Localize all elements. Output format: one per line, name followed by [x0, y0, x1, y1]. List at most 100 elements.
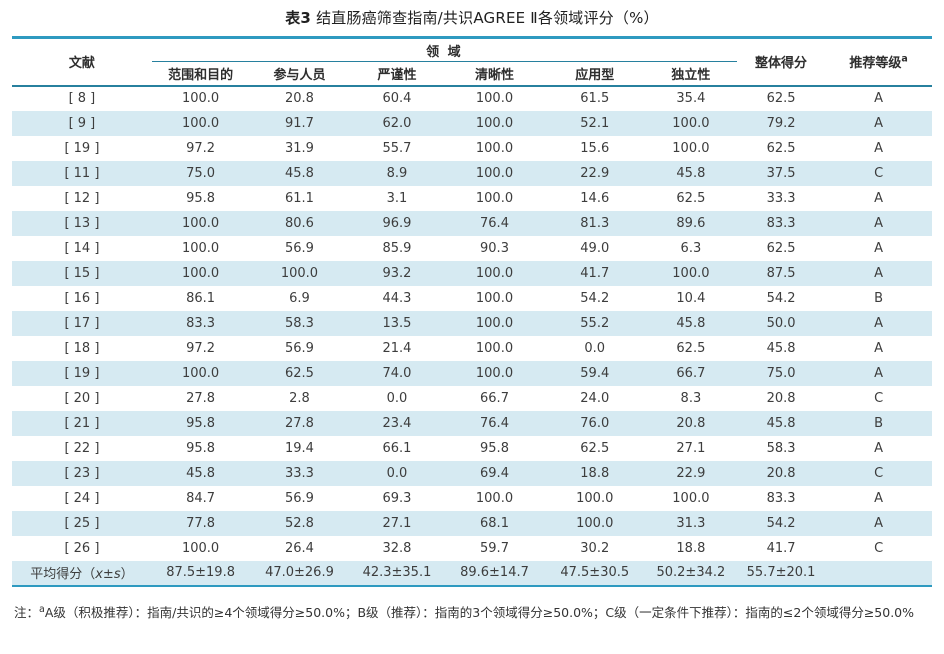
grade-cell: C	[874, 465, 884, 481]
grade-cell: A	[874, 440, 884, 456]
table-row: [ 13 ] 100.0 80.6 96.9 76.4 81.3 89.6 83.3 A	[12, 210, 932, 236]
table-row: [ 23 ] 45.8 33.3 0.0 69.4 18.8 22.9 20.8 C	[12, 460, 932, 486]
reference-cell: [ 17 ]	[64, 315, 100, 331]
domain-score-cell-2: 52.8	[285, 515, 314, 531]
col-header-domain-2: 参与人员	[273, 67, 326, 83]
domain-score-cell-5: 24.0	[580, 390, 610, 406]
domain-score-cell-5: 22.9	[580, 165, 610, 181]
domain-score-cell-1: 97.2	[186, 140, 216, 156]
table-number: 表3	[285, 9, 312, 27]
table-row: [ 9 ] 100.0 91.7 62.0 100.0 52.1 100.0 79.2 A	[12, 110, 932, 136]
domain-score-cell-4: 100.0	[475, 91, 514, 106]
domain-score-cell-6: 22.9	[676, 465, 706, 481]
reference-cell: [ 24 ]	[64, 490, 100, 506]
footnote-prefix: 注：	[14, 604, 40, 620]
domain-score-cell-6: 62.5	[676, 340, 706, 356]
domain-score-cell-5: 18.8	[580, 465, 610, 481]
domain-score-cell-3: 62.0	[382, 115, 412, 131]
table-row: [ 16 ] 86.1 6.9 44.3 100.0 54.2 10.4 54.2 B	[12, 286, 932, 311]
table-row: [ 19 ] 97.2 31.9 55.7 100.0 15.6 100.0 62.5 A	[12, 136, 932, 161]
domain-score-cell-5: 76.0	[580, 415, 610, 431]
reference-cell: [ 15 ]	[64, 265, 100, 281]
domain-score-cell-1: 97.2	[186, 340, 216, 356]
domain-score-cell-4: 100.0	[475, 140, 514, 156]
table-row: [ 15 ] 100.0 100.0 93.2 100.0 41.7 100.0 87.5 A	[12, 260, 932, 286]
domain-score-cell-1: 100.0	[181, 91, 220, 106]
domain-score-cell-2: 61.1	[285, 190, 314, 206]
domain-score-cell-6: 27.1	[676, 440, 706, 456]
reference-cell: [ 14 ]	[64, 240, 100, 256]
domain-score-cell-3: 96.9	[382, 215, 412, 231]
domain-score-cell-3: 27.1	[382, 515, 412, 531]
grade-cell: C	[874, 390, 884, 406]
grade-cell: A	[874, 91, 884, 106]
domain-score-cell-2: 58.3	[285, 315, 314, 331]
overall-score-cell: 62.5	[766, 91, 796, 106]
domain-score-cell-4: 100.0	[475, 315, 514, 331]
footnote-text: A级（积极推荐）：指南/共识的≥4个领域得分≥50.0%；B级（推荐）：指南的3…	[44, 604, 915, 620]
domain-score-cell-1: 77.8	[186, 515, 216, 531]
reference-cell: [ 12 ]	[64, 190, 100, 206]
domain-score-cell-3: 8.9	[386, 165, 408, 181]
domain-score-cell-2: 2.8	[289, 390, 310, 406]
overall-score-cell: 50.0	[766, 315, 796, 331]
table-title: 表3 结直肠癌筛查指南/共识AGREE Ⅱ各领域评分（%）	[12, 0, 932, 36]
table-row: [ 18 ] 97.2 56.9 21.4 100.0 0.0 62.5 45.8 A	[12, 336, 932, 361]
summary-score-cell-6: 50.2±34.2	[656, 565, 726, 580]
domain-score-cell-1: 100.0	[181, 265, 220, 281]
grade-cell: B	[874, 290, 884, 306]
domain-score-cell-2: 20.8	[285, 91, 314, 106]
domain-score-cell-5: 59.4	[580, 365, 610, 381]
reference-cell: [ 26 ]	[64, 540, 100, 556]
summary-label-cell: 平均得分（x±s）	[30, 567, 134, 582]
overall-score-cell: 54.2	[766, 515, 796, 531]
domain-score-cell-2: 62.5	[285, 365, 314, 381]
domain-score-cell-1: 100.0	[181, 365, 220, 381]
grade-cell: C	[874, 165, 884, 181]
domain-score-cell-1: 84.7	[186, 490, 216, 506]
domain-score-cell-1: 45.8	[186, 465, 216, 481]
summary-score-cell-2: 47.0±26.9	[265, 565, 334, 580]
overall-score-cell: 37.5	[766, 165, 796, 181]
domain-score-cell-3: 0.0	[386, 465, 408, 481]
domain-score-cell-3: 55.7	[382, 140, 412, 156]
domain-score-cell-5: 52.1	[580, 115, 610, 131]
domain-score-cell-4: 76.4	[480, 415, 509, 431]
reference-cell: [ 23 ]	[64, 465, 100, 481]
reference-cell: [ 9 ]	[68, 115, 96, 131]
grade-cell: A	[874, 215, 884, 231]
overall-score-cell: 20.8	[766, 390, 796, 406]
overall-score-cell: 45.8	[766, 340, 796, 356]
domain-score-cell-4: 100.0	[475, 365, 514, 381]
reference-cell: [ 20 ]	[64, 390, 100, 406]
table-row: [ 21 ] 95.8 27.8 23.4 76.4 76.0 20.8 45.8 B	[12, 410, 932, 436]
domain-score-cell-5: 15.6	[580, 140, 610, 156]
domain-score-cell-1: 100.0	[181, 215, 220, 231]
domain-score-cell-4: 66.7	[480, 390, 509, 406]
domain-subheader-row: 范围和目的 参与人员 严谨性 清晰性 应用型 独立性	[12, 62, 932, 86]
domain-score-cell-2: 27.8	[285, 415, 314, 431]
overall-score-cell: 79.2	[766, 115, 796, 131]
table-row: [ 19 ] 100.0 62.5 74.0 100.0 59.4 66.7 75.0 A	[12, 360, 932, 386]
overall-score-cell: 20.8	[766, 465, 796, 481]
domain-score-cell-4: 100.0	[475, 190, 514, 206]
reference-cell: [ 19 ]	[64, 140, 100, 156]
domain-score-cell-2: 31.9	[285, 140, 314, 156]
grade-cell: A	[874, 515, 884, 531]
grade-cell: A	[874, 365, 884, 381]
table-footnote: 注：aA级（积极推荐）：指南/共识的≥4个领域得分≥50.0%；B级（推荐）：指…	[12, 587, 932, 623]
reference-cell: [ 16 ]	[64, 290, 100, 306]
domain-score-cell-2: 19.4	[285, 440, 314, 456]
domain-score-cell-6: 66.7	[676, 365, 706, 381]
table-row: [ 26 ] 100.0 26.4 32.8 59.7 30.2 18.8 41.7 C	[12, 536, 932, 561]
domain-score-cell-3: 32.8	[382, 540, 412, 556]
overall-score-cell: 83.3	[766, 215, 796, 231]
overall-score-cell: 33.3	[766, 190, 796, 206]
reference-cell: [ 19 ]	[64, 365, 100, 381]
overall-score-cell: 83.3	[766, 490, 796, 506]
overall-score-cell: 41.7	[766, 540, 796, 556]
domain-score-cell-3: 69.3	[382, 490, 412, 506]
col-header-recommendation-grade: 推荐等级a	[849, 53, 908, 72]
domain-score-cell-6: 45.8	[676, 165, 706, 181]
article-table-section: 表3 结直肠癌筛查指南/共识AGREE Ⅱ各领域评分（%） 文献 领 域 整体得分…	[12, 0, 932, 623]
